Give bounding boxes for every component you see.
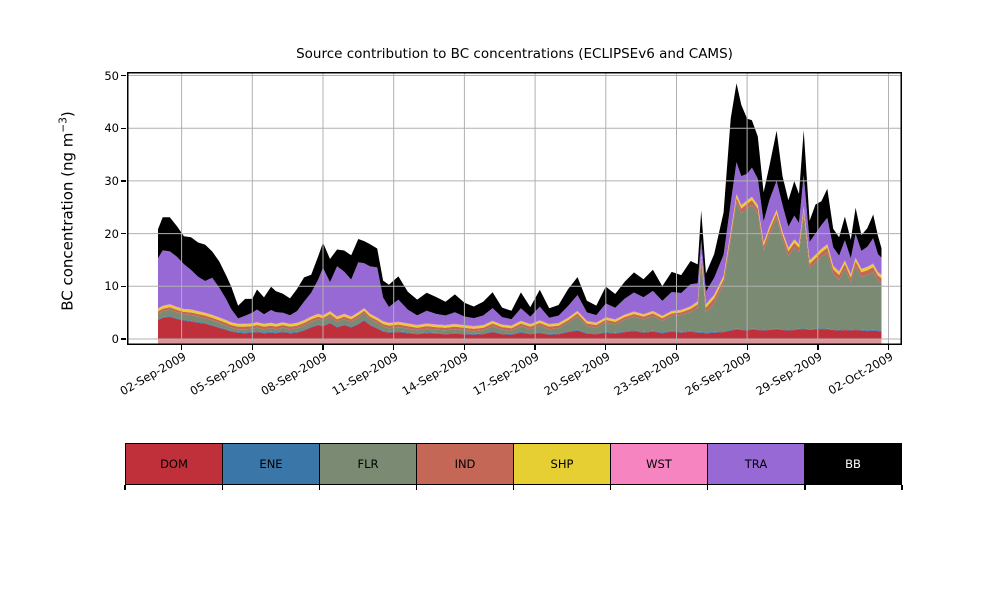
area-series-FLR bbox=[158, 202, 882, 334]
legend: DOM ENE FLR IND SHP WST TRA BB bbox=[125, 443, 902, 485]
y-axis-label-superscript: −3 bbox=[57, 117, 70, 133]
y-tick-mark bbox=[121, 74, 126, 77]
baseline-strip bbox=[158, 339, 882, 344]
x-tick-label: 14-Sep-2009 bbox=[399, 349, 471, 399]
x-tick-label: 20-Sep-2009 bbox=[541, 349, 613, 399]
x-tick-mark bbox=[251, 345, 253, 350]
legend-item-BB: BB bbox=[804, 444, 901, 484]
x-tick-mark bbox=[180, 345, 183, 350]
chart-title: Source contribution to BC concentrations… bbox=[296, 46, 733, 62]
legend-label-IND: IND bbox=[454, 457, 476, 471]
legend-label-BB: BB bbox=[845, 457, 861, 471]
legend-item-TRA: TRA bbox=[707, 444, 804, 484]
area-series-DOM bbox=[158, 316, 882, 339]
plot-area bbox=[127, 72, 902, 345]
x-tick-mark bbox=[534, 345, 536, 350]
x-tick-label: 05-Sep-2009 bbox=[187, 349, 259, 399]
y-tick-mark bbox=[121, 127, 126, 129]
x-tick-mark bbox=[322, 345, 324, 350]
legend-label-DOM: DOM bbox=[160, 457, 188, 471]
y-tick-label: 0 bbox=[111, 332, 119, 346]
x-tick-mark bbox=[675, 345, 678, 350]
x-tick-mark bbox=[605, 345, 607, 350]
x-tick-mark bbox=[817, 345, 819, 350]
y-axis-label: BC concentration (ng m−3) bbox=[58, 75, 80, 348]
legend-item-SHP: SHP bbox=[513, 444, 610, 484]
x-tick-label: 29-Sep-2009 bbox=[753, 349, 825, 399]
legend-item-ENE: ENE bbox=[222, 444, 319, 484]
legend-tick-mark bbox=[318, 485, 320, 490]
legend-label-TRA: TRA bbox=[744, 457, 768, 471]
x-tick-label: 23-Sep-2009 bbox=[611, 349, 683, 399]
legend-tick-mark bbox=[901, 485, 903, 490]
x-tick-mark bbox=[463, 345, 466, 350]
x-tick-label: 17-Sep-2009 bbox=[470, 349, 542, 399]
legend-tick-mark bbox=[707, 485, 709, 490]
x-tick-mark bbox=[887, 345, 890, 350]
legend-item-DOM: DOM bbox=[126, 444, 222, 484]
stacked-area-chart bbox=[127, 72, 902, 345]
legend-tick-mark bbox=[804, 485, 806, 490]
x-tick-label: 11-Sep-2009 bbox=[329, 349, 401, 399]
legend-tick-mark bbox=[512, 485, 515, 490]
legend-label-WST: WST bbox=[646, 457, 672, 471]
y-tick-label: 10 bbox=[104, 279, 119, 294]
legend-tick-mark bbox=[221, 485, 223, 490]
y-tick-mark bbox=[121, 338, 126, 340]
legend-item-FLR: FLR bbox=[319, 444, 416, 484]
legend-label-FLR: FLR bbox=[357, 457, 379, 471]
y-tick-label: 30 bbox=[104, 173, 119, 188]
legend-tick-mark bbox=[124, 485, 126, 490]
legend-item-WST: WST bbox=[610, 444, 707, 484]
y-axis-label-close: ) bbox=[58, 111, 77, 118]
y-tick-label: 40 bbox=[104, 121, 119, 136]
legend-tick-mark bbox=[610, 485, 612, 490]
y-tick-mark bbox=[121, 180, 126, 182]
x-tick-mark bbox=[746, 345, 748, 350]
legend-label-ENE: ENE bbox=[259, 457, 283, 471]
x-tick-label: 26-Sep-2009 bbox=[682, 349, 754, 399]
area-series-TRA bbox=[158, 162, 882, 326]
y-tick-label: 20 bbox=[104, 226, 119, 241]
legend-tick-mark bbox=[415, 485, 418, 490]
x-tick-label: 02-Sep-2009 bbox=[117, 349, 189, 399]
legend-label-SHP: SHP bbox=[550, 457, 574, 471]
area-series-BB bbox=[158, 83, 882, 320]
axes-spines bbox=[127, 72, 902, 345]
x-tick-label: 02-Oct-2009 bbox=[825, 349, 896, 398]
y-tick-label: 50 bbox=[104, 68, 119, 83]
x-tick-label: 08-Sep-2009 bbox=[258, 349, 330, 399]
y-tick-mark bbox=[121, 285, 126, 287]
y-tick-mark bbox=[121, 233, 126, 235]
legend-item-IND: IND bbox=[416, 444, 513, 484]
x-tick-mark bbox=[393, 345, 395, 350]
